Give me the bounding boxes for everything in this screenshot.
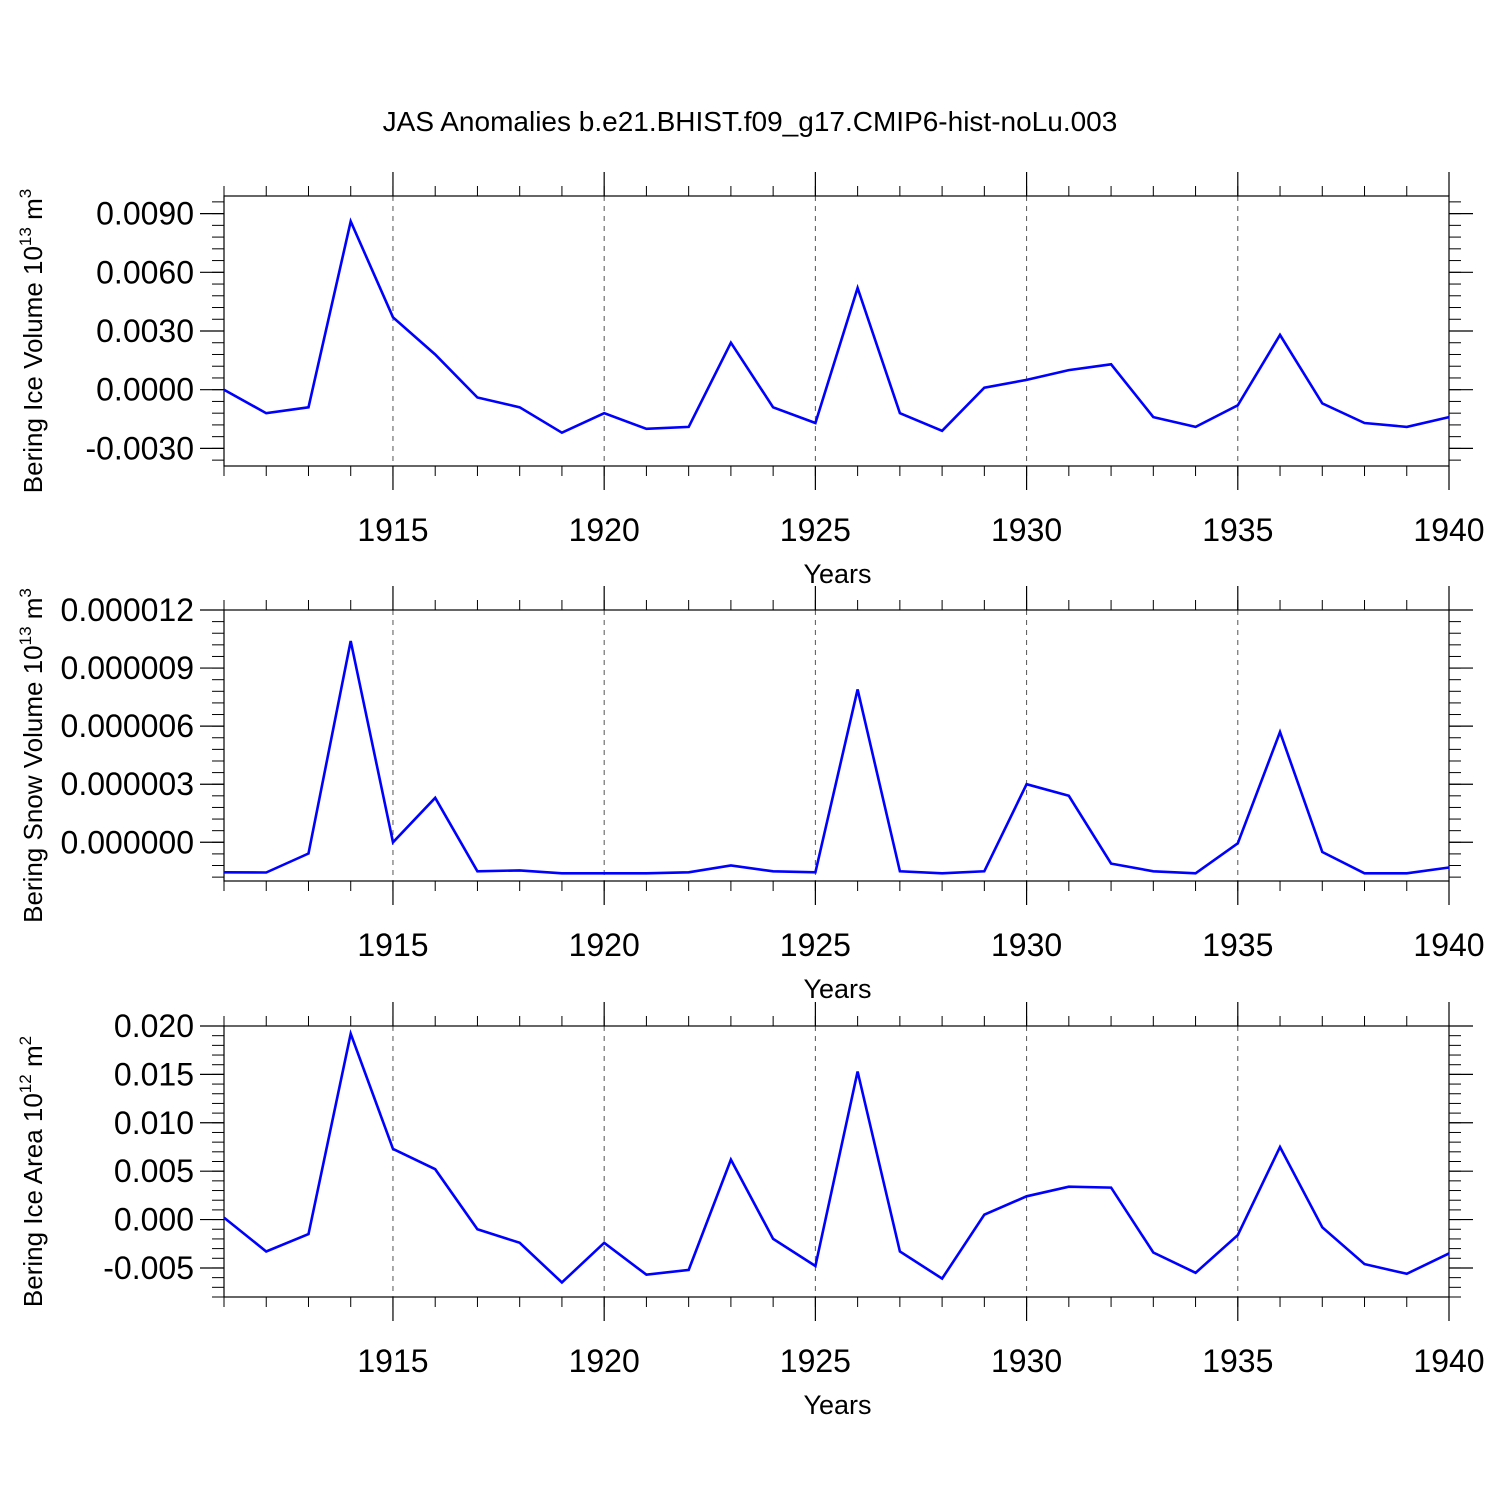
y-tick-label: 0.0030 <box>96 313 194 349</box>
y-axis-title: Bering Ice Volume 1013 m3 <box>16 189 48 493</box>
x-axis-title: Years <box>803 1390 871 1420</box>
plot-frame <box>223 609 1450 882</box>
y-axis-title-superscript: 2 <box>16 1036 35 1045</box>
y-axis-title-part: Bering Ice Area 10 <box>18 1093 48 1307</box>
x-tick-label: 1920 <box>569 927 640 963</box>
panel-2: 1915 1920 1925 1930 1935 1940 0.000000 0.000003… <box>16 586 1485 1004</box>
x-tick-label: 1940 <box>1413 927 1484 963</box>
x-tick-label: 1920 <box>569 1343 640 1379</box>
y-tick-label: 0.0090 <box>96 196 194 232</box>
y-tick-label: 0.015 <box>114 1056 194 1092</box>
y-axis-title: Bering Ice Area 1012 m2 <box>16 1036 48 1307</box>
y-tick-label: 0.000009 <box>61 650 194 686</box>
series-line <box>223 1029 1450 1285</box>
x-tick-label: 1925 <box>780 927 851 963</box>
x-tick-label: 1915 <box>357 512 428 548</box>
y-tick-label: 0.000 <box>114 1202 194 1238</box>
y-tick-label: 0.0000 <box>96 372 194 408</box>
y-axis-title: Bering Snow Volume 1013 m3 <box>16 588 48 923</box>
x-tick-label: 1930 <box>991 512 1062 548</box>
y-axis-title-superscript: 12 <box>16 1074 35 1093</box>
x-tick-label: 1925 <box>780 1343 851 1379</box>
panel-3: 1915 1920 1925 1930 1935 1940 -0.005 0.000 0.005… <box>16 1002 1485 1420</box>
y-tick-label: 0.000003 <box>61 766 194 802</box>
x-tick-label: 1920 <box>569 512 640 548</box>
y-tick-label: 0.020 <box>114 1008 194 1044</box>
x-tick-label: 1935 <box>1202 1343 1273 1379</box>
y-axis-title-superscript: 3 <box>16 189 35 198</box>
y-axis-title-part: Bering Snow Volume 10 <box>18 645 48 923</box>
y-tick-label: -0.0030 <box>85 430 194 466</box>
plot-frame <box>223 1025 1450 1298</box>
y-axis-title-superscript: 3 <box>16 588 35 597</box>
x-axis-title: Years <box>803 559 871 589</box>
x-axis-title: Years <box>803 974 871 1004</box>
x-tick-label: 1915 <box>357 927 428 963</box>
x-tick-label: 1925 <box>780 512 851 548</box>
series-line <box>223 640 1450 875</box>
y-axis-title-part: m <box>18 1045 48 1074</box>
x-tick-label: 1940 <box>1413 1343 1484 1379</box>
y-tick-label: 0.000000 <box>61 824 194 860</box>
x-tick-label: 1930 <box>991 1343 1062 1379</box>
x-tick-label: 1915 <box>357 1343 428 1379</box>
panel-1: 1915 1920 1925 1930 1935 1940 -0.0030 0.0000 0.0… <box>16 172 1485 589</box>
x-tick-label: 1935 <box>1202 512 1273 548</box>
y-axis-title-part: m <box>18 198 48 227</box>
y-tick-label: 0.005 <box>114 1153 194 1189</box>
x-tick-label: 1940 <box>1413 512 1484 548</box>
y-tick-label: 0.000006 <box>61 708 194 744</box>
y-tick-label: 0.0060 <box>96 254 194 290</box>
x-tick-label: 1930 <box>991 927 1062 963</box>
y-tick-label: -0.005 <box>103 1250 194 1286</box>
y-tick-label: 0.010 <box>114 1105 194 1141</box>
series-line <box>223 217 1450 435</box>
y-axis-title-part: Bering Ice Volume 10 <box>18 246 48 493</box>
y-tick-label: 0.000012 <box>61 592 194 628</box>
chart-title: JAS Anomalies b.e21.BHIST.f09_g17.CMIP6-… <box>383 106 1118 137</box>
x-tick-label: 1935 <box>1202 927 1273 963</box>
y-axis-title-superscript: 13 <box>16 227 35 246</box>
y-axis-title-part: m <box>18 598 48 627</box>
y-axis-title-superscript: 13 <box>16 626 35 645</box>
